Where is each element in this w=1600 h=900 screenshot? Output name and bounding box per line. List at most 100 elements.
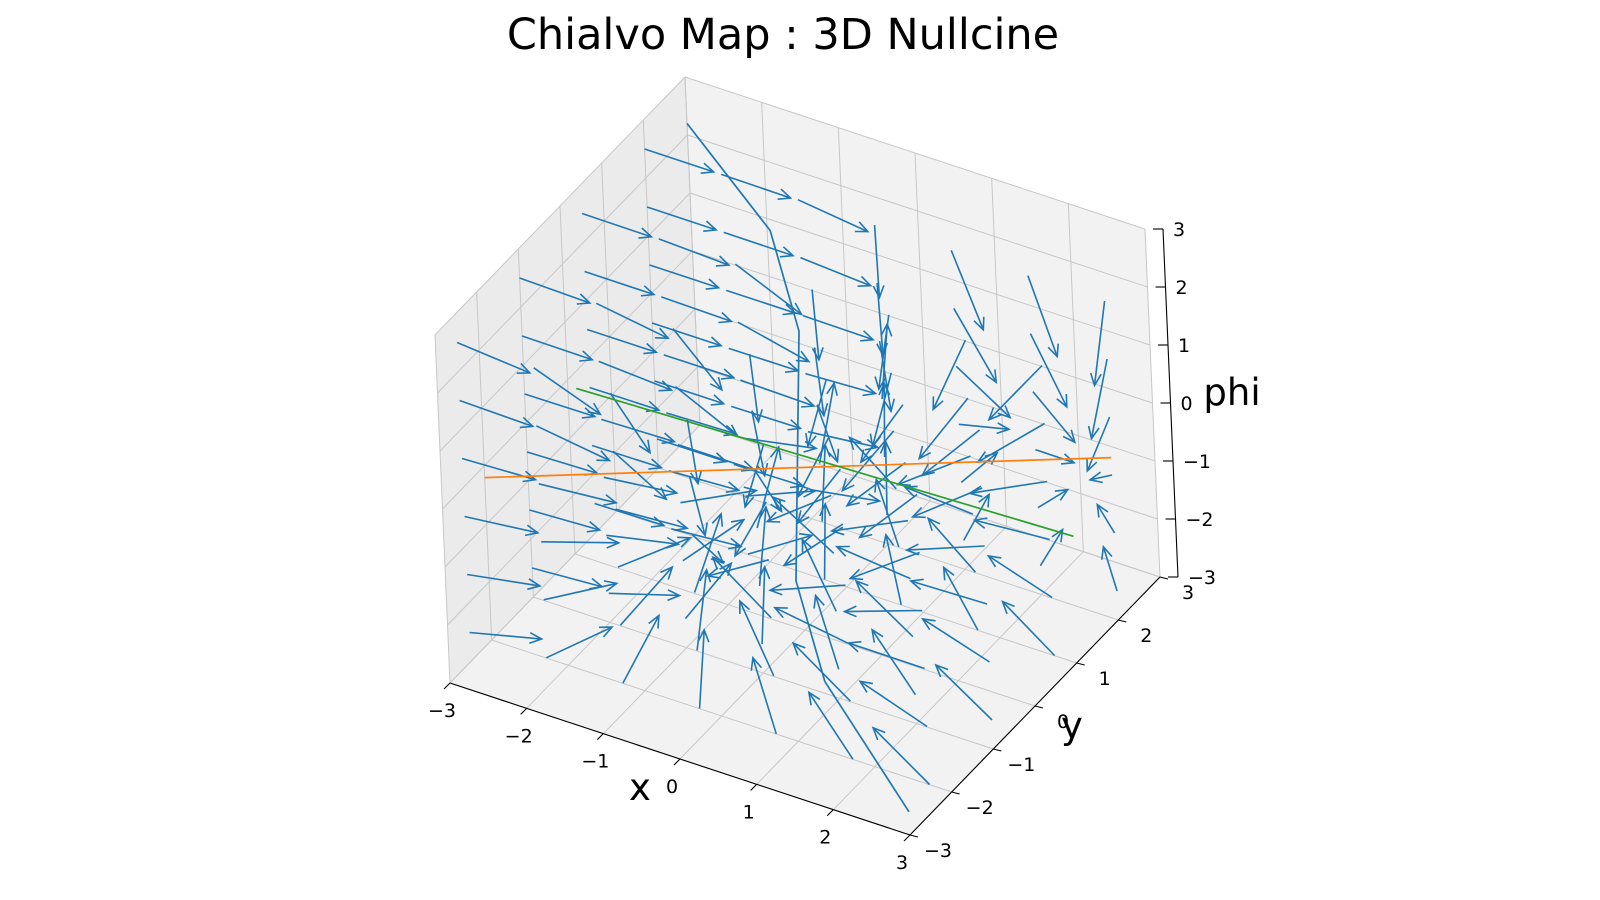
- arrow-shaft: [541, 541, 619, 544]
- arrow-shaft: [844, 609, 923, 613]
- arrow-head: [910, 506, 926, 519]
- vector-arrow: [651, 322, 723, 348]
- arrow-head: [834, 545, 850, 557]
- arrow-shaft: [720, 173, 791, 199]
- vector-arrow: [646, 206, 718, 232]
- arrow-shaft: [737, 321, 810, 363]
- arrow-shaft: [606, 534, 679, 545]
- vector-arrow: [723, 231, 795, 258]
- arrow-head: [872, 285, 885, 300]
- x-tick-label: −2: [505, 725, 533, 747]
- arrow-shaft: [734, 501, 767, 557]
- arrow-head: [827, 448, 840, 464]
- arrow-head: [978, 492, 991, 508]
- arrow-shaft: [797, 198, 869, 233]
- arrow-shaft: [644, 148, 714, 173]
- arrow-shaft: [707, 559, 769, 577]
- arrow-shaft: [831, 519, 909, 532]
- arrow-head: [715, 255, 731, 267]
- arrow-head: [527, 578, 542, 591]
- arrow-shaft: [823, 504, 826, 580]
- arrow-shaft: [783, 526, 844, 566]
- arrow-head: [942, 565, 955, 581]
- vector-arrow: [932, 339, 967, 412]
- arrow-head: [826, 381, 838, 396]
- arrow-head: [934, 663, 949, 678]
- vector-arrow: [796, 468, 842, 525]
- y-tick: [1076, 662, 1085, 666]
- arrow-head: [791, 641, 806, 656]
- vector-arrow: [466, 573, 542, 591]
- arrow-shaft: [816, 405, 839, 462]
- vector-arrow: [584, 270, 656, 297]
- arrow-shaft: [739, 600, 775, 677]
- arrow-shaft: [774, 606, 849, 644]
- arrow-shaft: [609, 392, 651, 454]
- arrow-head: [758, 504, 772, 520]
- x-tick: [596, 733, 604, 741]
- arrow-head: [920, 617, 936, 631]
- vector-arrow: [748, 353, 763, 424]
- arrow-shaft: [953, 307, 997, 383]
- vector-field: [456, 148, 1118, 786]
- arrow-head: [769, 445, 782, 461]
- z-tick-label: 2: [1176, 277, 1188, 299]
- arrow-shaft: [519, 277, 591, 304]
- x-tick: [903, 834, 911, 842]
- vector-arrow: [538, 483, 618, 506]
- vector-arrow: [768, 583, 846, 596]
- vector-arrow: [742, 443, 765, 509]
- arrow-shaft: [459, 399, 534, 428]
- vector-arrow: [615, 508, 690, 532]
- x-tick-label: 1: [743, 801, 755, 823]
- arrow-head: [529, 632, 544, 644]
- arrow-shaft: [668, 470, 739, 491]
- vector-arrow: [622, 613, 660, 684]
- arrow-head: [819, 502, 832, 517]
- z-axis-label: phi: [1203, 371, 1260, 414]
- arrow-head: [773, 606, 788, 619]
- arrow-shaft: [751, 411, 766, 476]
- arrow-shaft: [766, 494, 832, 523]
- arrow-shaft: [672, 328, 723, 391]
- vector-arrow: [934, 663, 993, 721]
- arrow-shaft: [469, 631, 542, 640]
- x-tick: [443, 682, 451, 690]
- y-tick: [909, 834, 919, 838]
- arrow-shaft: [960, 452, 998, 483]
- arrow-head: [871, 628, 884, 643]
- arrow-shaft: [904, 486, 974, 515]
- arrow-head: [1054, 488, 1070, 501]
- arrow-head: [848, 435, 862, 451]
- arrow-head: [857, 275, 873, 287]
- vector-arrow: [533, 367, 602, 416]
- arrow-head: [720, 368, 736, 380]
- vector-arrow: [524, 393, 597, 419]
- x-tick: [520, 707, 528, 715]
- arrow-shaft: [958, 423, 1010, 431]
- arrow-shaft: [529, 509, 600, 531]
- arrow-shaft: [680, 489, 757, 504]
- arrow-shaft: [836, 545, 911, 580]
- arrow-shaft: [591, 444, 662, 469]
- arrow-shaft: [1093, 300, 1106, 386]
- arrow-shaft: [969, 480, 1048, 495]
- arrow-head: [581, 407, 597, 419]
- x-axis-label: x: [629, 766, 651, 809]
- arrow-shaft: [660, 296, 732, 323]
- arrow-head: [697, 627, 710, 643]
- vector-arrow: [874, 477, 900, 548]
- arrow-shaft: [740, 379, 815, 407]
- arrow-shaft: [601, 418, 675, 443]
- arrow-head: [660, 565, 674, 580]
- vector-arrow: [805, 372, 878, 397]
- arrow-shaft: [651, 322, 722, 347]
- arrow-shaft: [848, 642, 925, 670]
- vector-arrow: [813, 347, 829, 418]
- arrow-shaft: [744, 443, 765, 508]
- arrow-head: [524, 524, 540, 537]
- arrow-shaft: [666, 412, 737, 435]
- arrow-shaft: [712, 556, 772, 619]
- vector-arrow: [1086, 416, 1111, 473]
- vector-arrow: [747, 532, 814, 555]
